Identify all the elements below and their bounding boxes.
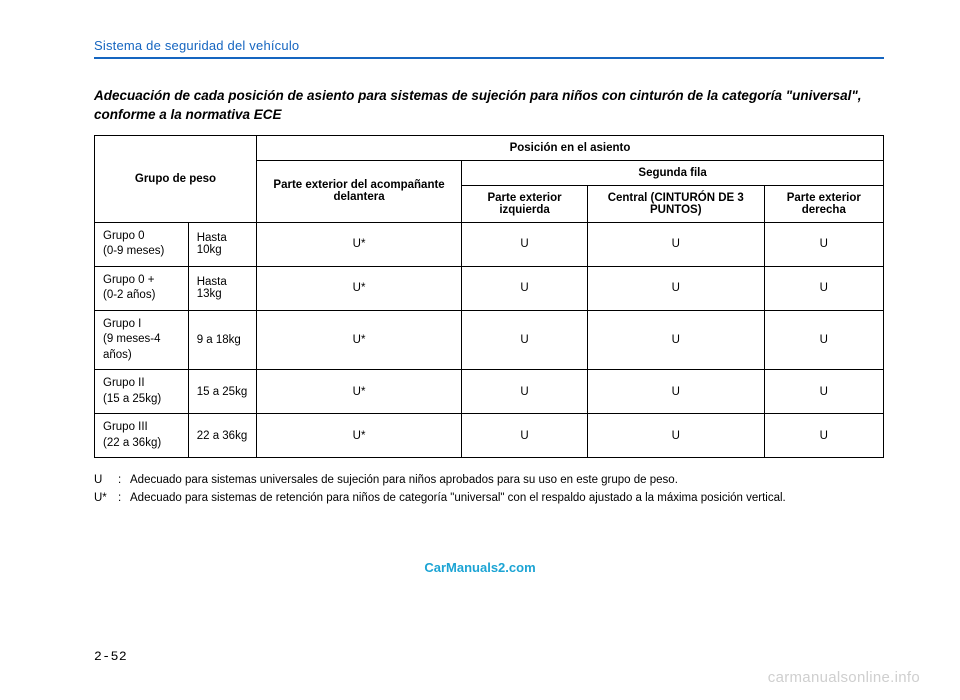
cell-center: U bbox=[587, 414, 764, 458]
cell-weight: 15 a 25kg bbox=[188, 370, 256, 414]
watermark-carmanuals2: CarManuals2.com bbox=[424, 560, 535, 575]
cell-group: Grupo 0(0-9 meses) bbox=[95, 222, 189, 266]
table-row: Grupo 0(0-9 meses)Hasta 10kgU*UUU bbox=[95, 222, 884, 266]
footnote-text: Adecuado para sistemas universales de su… bbox=[130, 472, 678, 489]
page-number: 2-52 bbox=[94, 649, 127, 664]
footnote-row: U:Adecuado para sistemas universales de … bbox=[94, 472, 884, 489]
footnotes: U:Adecuado para sistemas universales de … bbox=[94, 472, 884, 507]
cell-right: U bbox=[764, 414, 883, 458]
cell-center: U bbox=[587, 222, 764, 266]
cell-group: Grupo I(9 meses-4 años) bbox=[95, 310, 189, 370]
col-position: Posición en el asiento bbox=[256, 135, 883, 160]
cell-center: U bbox=[587, 370, 764, 414]
col-center: Central (CINTURÓN DE 3 PUNTOS) bbox=[587, 185, 764, 222]
cell-group: Grupo 0 +(0-2 años) bbox=[95, 266, 189, 310]
table-row: Grupo I(9 meses-4 años)9 a 18kgU*UUU bbox=[95, 310, 884, 370]
cell-right: U bbox=[764, 310, 883, 370]
cell-right: U bbox=[764, 370, 883, 414]
cell-left: U bbox=[462, 370, 588, 414]
cell-center: U bbox=[587, 310, 764, 370]
footnote-row: U*:Adecuado para sistemas de retención p… bbox=[94, 490, 884, 507]
footnote-key: U* bbox=[94, 490, 118, 507]
page-subtitle: Adecuación de cada posición de asiento p… bbox=[94, 87, 884, 125]
watermark-carmanualsonline: carmanualsonline.info bbox=[768, 669, 920, 686]
table-row: Grupo 0 +(0-2 años)Hasta 13kgU*UUU bbox=[95, 266, 884, 310]
header-rule bbox=[94, 57, 884, 59]
cell-front: U* bbox=[256, 222, 461, 266]
col-left: Parte exterior izquierda bbox=[462, 185, 588, 222]
cell-weight: Hasta 10kg bbox=[188, 222, 256, 266]
col-front: Parte exterior del acompañante delantera bbox=[256, 160, 461, 222]
cell-left: U bbox=[462, 266, 588, 310]
cell-front: U* bbox=[256, 414, 461, 458]
table-body: Grupo 0(0-9 meses)Hasta 10kgU*UUUGrupo 0… bbox=[95, 222, 884, 458]
cell-right: U bbox=[764, 266, 883, 310]
footnote-text: Adecuado para sistemas de retención para… bbox=[130, 490, 786, 507]
footnote-sep: : bbox=[118, 490, 130, 507]
col-second-row: Segunda fila bbox=[462, 160, 884, 185]
footnote-key: U bbox=[94, 472, 118, 489]
cell-front: U* bbox=[256, 310, 461, 370]
cell-left: U bbox=[462, 414, 588, 458]
suitability-table: Grupo de peso Posición en el asiento Par… bbox=[94, 135, 884, 459]
cell-group: Grupo III(22 a 36kg) bbox=[95, 414, 189, 458]
cell-front: U* bbox=[256, 266, 461, 310]
cell-group: Grupo II(15 a 25kg) bbox=[95, 370, 189, 414]
cell-weight: 22 a 36kg bbox=[188, 414, 256, 458]
col-group: Grupo de peso bbox=[95, 135, 257, 222]
cell-weight: Hasta 13kg bbox=[188, 266, 256, 310]
cell-left: U bbox=[462, 222, 588, 266]
cell-left: U bbox=[462, 310, 588, 370]
table-row: Grupo III(22 a 36kg)22 a 36kgU*UUU bbox=[95, 414, 884, 458]
footnote-sep: : bbox=[118, 472, 130, 489]
col-right: Parte exterior derecha bbox=[764, 185, 883, 222]
cell-front: U* bbox=[256, 370, 461, 414]
cell-weight: 9 a 18kg bbox=[188, 310, 256, 370]
table-row: Grupo II(15 a 25kg)15 a 25kgU*UUU bbox=[95, 370, 884, 414]
cell-right: U bbox=[764, 222, 883, 266]
cell-center: U bbox=[587, 266, 764, 310]
section-header: Sistema de seguridad del vehículo bbox=[94, 38, 884, 53]
